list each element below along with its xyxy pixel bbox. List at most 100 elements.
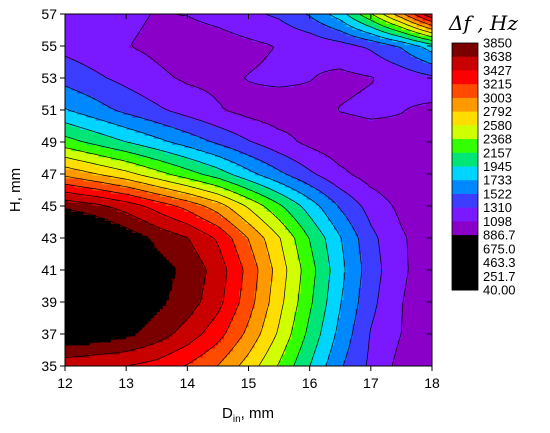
contour-cell [312,302,317,306]
contour-cell [144,284,149,288]
contour-cell [71,308,75,312]
contour-cell [425,362,430,366]
contour-cell [291,271,295,276]
contour-cell [309,268,314,273]
contour-cell [321,338,326,343]
contour-cell [248,332,253,337]
contour-cell [312,274,317,279]
contour-cell [383,362,387,366]
contour-cell [220,356,225,361]
contour-cell [248,320,253,325]
contour-cell [297,341,302,346]
contour-cell [83,305,88,309]
contour-cell [285,290,289,294]
contour-cell [376,274,381,279]
contour-cell [208,314,213,319]
contour-cell [419,332,424,337]
contour-cell [184,296,188,300]
contour-cell [300,311,305,316]
contour-cell [276,268,280,273]
contour-cell [376,341,381,346]
contour-cell [153,244,158,249]
contour-cell [373,296,378,300]
contour-cell [407,311,412,316]
contour-cell [104,287,109,291]
contour-cell [321,253,326,258]
contour-cell [224,287,228,291]
contour-cell [410,344,415,349]
contour-cell [346,353,351,358]
contour-cell [104,353,109,358]
contour-cell [245,278,250,282]
contour-cell [425,293,430,297]
contour-cell [68,278,72,282]
contour-cell [413,290,418,294]
contour-cell [65,320,69,325]
contour-cell [355,332,360,337]
contour-cell [254,281,259,285]
contour-cell [355,359,360,364]
contour-cell [165,329,170,334]
contour-cell [184,247,188,252]
contour-cell [248,281,253,285]
contour-cell [376,287,381,291]
contour-cell [288,259,292,264]
contour-cell [337,329,341,334]
contour-cell [77,356,81,361]
contour-cell [245,311,250,316]
contour-cell [83,347,88,352]
contour-cell [419,338,424,343]
contour-cell [355,293,360,297]
contour-cell [187,274,191,279]
contour-cell [135,332,139,337]
contour-cell [113,353,118,358]
contour-cell [276,265,280,270]
contour-cell [86,290,91,294]
contour-cell [147,284,152,288]
contour-cell [425,299,430,303]
contour-cell [386,359,390,364]
contour-cell [367,290,372,294]
contour-cell [358,323,363,328]
contour-cell [89,311,94,316]
contour-cell [321,332,326,337]
contour-cell [294,268,299,273]
contour-cell [282,323,286,328]
contour-cell [269,338,274,343]
contour-cell [156,271,161,276]
contour-cell [251,256,256,261]
contour-cell [77,314,81,319]
contour-cell [306,290,311,294]
contour-cell [349,278,354,282]
contour-cell [410,317,415,322]
contour-cell [383,314,387,319]
contour-cell [352,356,357,361]
contour-cell [153,256,158,261]
contour-cell [211,362,216,366]
contour-cell [398,317,403,322]
contour-cell [113,278,118,282]
contour-cell [373,326,378,331]
contour-cell [74,353,78,358]
contour-cell [199,256,204,261]
contour-cell [150,362,155,366]
contour-cell [129,329,133,334]
contour-cell [248,296,253,300]
contour-cell [364,241,369,246]
contour-cell [147,356,152,361]
contour-cell [138,250,143,255]
contour-cell [315,253,320,258]
contour-cell [205,241,210,246]
contour-cell [162,323,167,328]
contour-cell [83,247,88,252]
contour-cell [416,329,421,334]
contour-cell [389,356,393,361]
contour-cell [83,344,88,349]
contour-cell [159,278,164,282]
contour-cell [159,308,164,312]
contour-cell [178,359,182,364]
contour-cell [279,268,283,273]
contour-cell [214,265,219,270]
contour-cell [168,244,173,249]
contour-cell [162,238,167,243]
